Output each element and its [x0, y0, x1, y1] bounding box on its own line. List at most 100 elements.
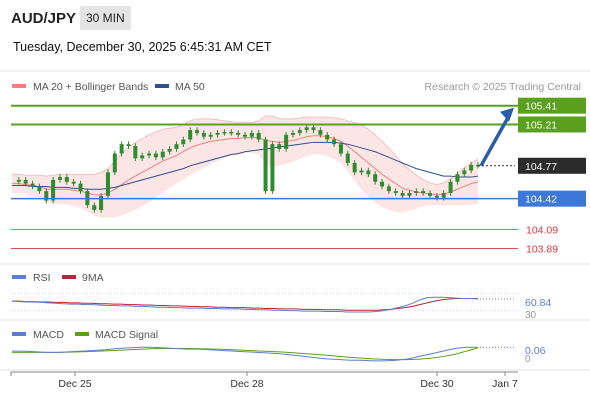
timeframe-badge[interactable]: 30 MIN [80, 6, 131, 30]
candle-body [147, 153, 152, 156]
candle-body [64, 177, 69, 182]
price-layer [12, 115, 515, 218]
candle-body [297, 130, 302, 133]
levels-layer: 105.41 105.21 104.42 104.09 103.89 104.77 [11, 97, 586, 255]
legend-label-rsi: RSI [33, 272, 51, 284]
candle-body [105, 172, 110, 196]
legend-swatch-ma50 [155, 84, 169, 88]
candle-body [215, 132, 220, 135]
legend-swatch-rsi [12, 275, 26, 279]
level-tag-105.21 [518, 116, 586, 133]
legend-label-macd-signal: MACD Signal [95, 329, 158, 341]
legend-label-9ma: 9MA [82, 272, 104, 284]
candle-body [428, 193, 433, 196]
legend-swatch-macd [12, 332, 26, 336]
x-tick-label: Dec 25 [58, 378, 91, 390]
candle-body [359, 170, 364, 173]
macd-signal-line [12, 347, 479, 361]
candle-body [352, 162, 357, 173]
title-row: AUD/JPY 30 MIN [0, 6, 590, 32]
macd-value-label: 0.06 [525, 345, 546, 357]
candle-body [51, 179, 56, 201]
candle-body [167, 148, 172, 152]
chart-datetime: Tuesday, December 30, 2025 6:45:31 AM CE… [13, 40, 272, 54]
candle-body [462, 170, 467, 175]
candle-body [57, 177, 62, 180]
candle-body [318, 130, 323, 135]
candle-body [441, 193, 446, 198]
candle-body [366, 170, 371, 175]
candle-body [380, 181, 385, 187]
x-tick-label: Dec 28 [230, 378, 263, 390]
candle-body [126, 144, 131, 147]
legend-swatch-9ma [62, 275, 76, 279]
rsi-9ma-line [12, 298, 478, 311]
candle-body [414, 191, 419, 194]
legend-swatch-macd-signal [75, 332, 89, 336]
last-price-label: 104.77 [525, 161, 557, 173]
candle-body [311, 127, 316, 131]
candle-body [345, 153, 350, 163]
candle-body [290, 132, 295, 135]
candle-body [249, 132, 254, 137]
candle-body [332, 139, 337, 145]
candle-body [448, 181, 453, 194]
candle-body [23, 179, 28, 184]
macd-line [12, 346, 478, 362]
candle-body [71, 181, 76, 184]
candle-body [386, 186, 391, 192]
macd-legend: MACD MACD Signal [12, 329, 158, 341]
candle-body [393, 191, 398, 194]
candle-body [236, 132, 241, 135]
level-tag-105.41 [518, 97, 586, 114]
candle-body [421, 191, 426, 194]
rsi-legend: RSI 9MA [12, 272, 104, 284]
candle-body [338, 144, 343, 154]
candle-body [208, 134, 213, 137]
x-axis: Dec 25 Dec 28 Dec 30 Jan 7 [10, 372, 518, 390]
candle-body [263, 139, 268, 192]
legend-label-ma50: MA 50 [175, 81, 205, 93]
candle-body [99, 195, 104, 210]
legend-label-bollinger: MA 20 + Bollinger Bands [33, 81, 148, 93]
candle-body [195, 130, 200, 133]
candle-body [112, 153, 117, 173]
candle-body [455, 174, 460, 182]
candle-body [92, 205, 97, 210]
last-price-tag [518, 157, 586, 174]
candle-body [256, 132, 261, 140]
macd-layer: 0.060 [12, 345, 546, 365]
level-tag-104.42 [518, 190, 586, 207]
candle-body [325, 134, 330, 140]
candle-body [174, 144, 179, 149]
candle-body [153, 153, 158, 158]
level-label-103.89: 103.89 [526, 243, 558, 255]
candle-body [434, 195, 439, 198]
candle-body [400, 193, 405, 196]
candle-body [188, 130, 193, 140]
candle-body [140, 155, 145, 159]
bollinger-upper [12, 115, 479, 185]
candle-body [407, 193, 412, 196]
candle-body [78, 183, 83, 192]
candle-body [44, 191, 49, 201]
forecast-arrow-head [500, 107, 514, 122]
bollinger-band-fill [12, 116, 478, 218]
x-tick-label: Dec 30 [420, 378, 453, 390]
price-legend: MA 20 + Bollinger Bands MA 50 [12, 81, 205, 93]
candle-body [469, 164, 474, 171]
candle-body [373, 174, 378, 182]
candle-body [37, 186, 42, 192]
macd-hidden-label: 0 [525, 354, 531, 365]
rsi-value-label: 60.84 [525, 297, 551, 309]
pair-title: AUD/JPY [11, 10, 77, 27]
candle-body [181, 139, 186, 145]
level-label-104.09: 104.09 [526, 225, 558, 237]
x-tick-label: Jan 7 [492, 378, 518, 390]
candle-body [222, 131, 227, 134]
candle-body [304, 127, 309, 131]
candle-body [133, 146, 138, 159]
candle-body [201, 132, 206, 137]
